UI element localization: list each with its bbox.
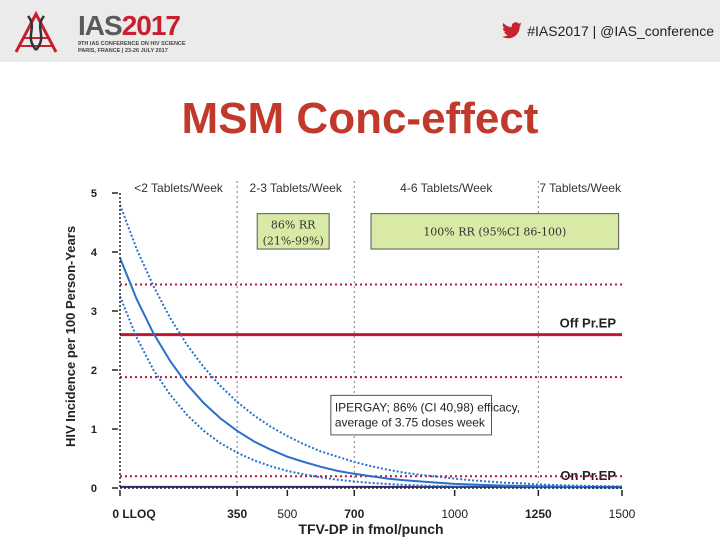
x-axis-title: TFV-DP in fmol/punch — [298, 521, 443, 537]
annotation-text-2-line2: average of 3.75 doses week — [335, 415, 486, 429]
x-tick-label-5: 1250 — [525, 507, 552, 521]
x-tick-label-1: 350 — [227, 507, 247, 521]
logo-subtitle-2: PARIS, FRANCE | 23-26 JULY 2017 — [78, 48, 168, 54]
slide-title: MSM Conc-effect — [181, 94, 539, 143]
y-tick-label-5: 5 — [91, 188, 97, 200]
band-label-3: 7 Tablets/Week — [539, 181, 622, 195]
curve-lower-ci — [119, 295, 623, 489]
logo-ias-text: IAS — [78, 10, 123, 41]
x-tick-label-3: 700 — [344, 507, 364, 521]
eiffel-ribbon-icon — [14, 10, 58, 53]
twitter-bird-icon — [502, 22, 523, 39]
slide-header: IAS2017 9TH IAS CONFERENCE ON HIV SCIENC… — [0, 0, 720, 62]
y-tick-label-4: 4 — [91, 247, 98, 259]
logo-year-text: 2017 — [121, 10, 181, 41]
social-handle: #IAS2017 | @IAS_conference — [501, 22, 714, 40]
band-label-1: 2-3 Tablets/Week — [250, 181, 343, 195]
y-axis-title: HIV Incidence per 100 Person-Years — [63, 226, 78, 447]
curve-upper-ci — [119, 204, 623, 488]
annotation-box-2 — [330, 394, 492, 436]
y-tick-label-1: 1 — [91, 424, 97, 436]
band-label-0: <2 Tablets/Week — [134, 181, 224, 195]
y-tick-label-0: 0 — [91, 483, 97, 495]
x-tick-label-0: 0 LLOQ — [112, 507, 155, 521]
annotation-text-1-line1: 100% RR (95%CI 86-100) — [423, 225, 566, 238]
annotation-text-2-line1: IPERGAY; 86% (CI 40,98) efficacy, — [335, 400, 520, 414]
y-tick-label-2: 2 — [91, 365, 97, 377]
x-tick-label-6: 1500 — [609, 507, 636, 521]
x-tick-label-4: 1000 — [441, 507, 468, 521]
off-prep-label: Off Pr.EP — [560, 316, 617, 331]
curve-fit — [119, 257, 623, 489]
x-tick-label-2: 500 — [277, 507, 297, 521]
band-label-2: 4-6 Tablets/Week — [400, 181, 493, 195]
annotation-box-1 — [370, 213, 620, 250]
annotation-text-0-line1: 86% RR — [271, 219, 316, 232]
logo-wordmark: IAS2017 — [78, 10, 181, 42]
annotation-text-0-line2: (21%-99%) — [263, 235, 324, 248]
logo-subtitle-1: 9TH IAS CONFERENCE ON HIV SCIENCE — [78, 41, 186, 47]
social-text: #IAS2017 | @IAS_conference — [527, 23, 714, 39]
conference-logo: IAS2017 9TH IAS CONFERENCE ON HIV SCIENC… — [6, 6, 186, 56]
on-prep-label: On Pr.EP — [560, 468, 616, 483]
annotation-box-0 — [256, 213, 330, 250]
y-tick-label-3: 3 — [91, 306, 97, 318]
